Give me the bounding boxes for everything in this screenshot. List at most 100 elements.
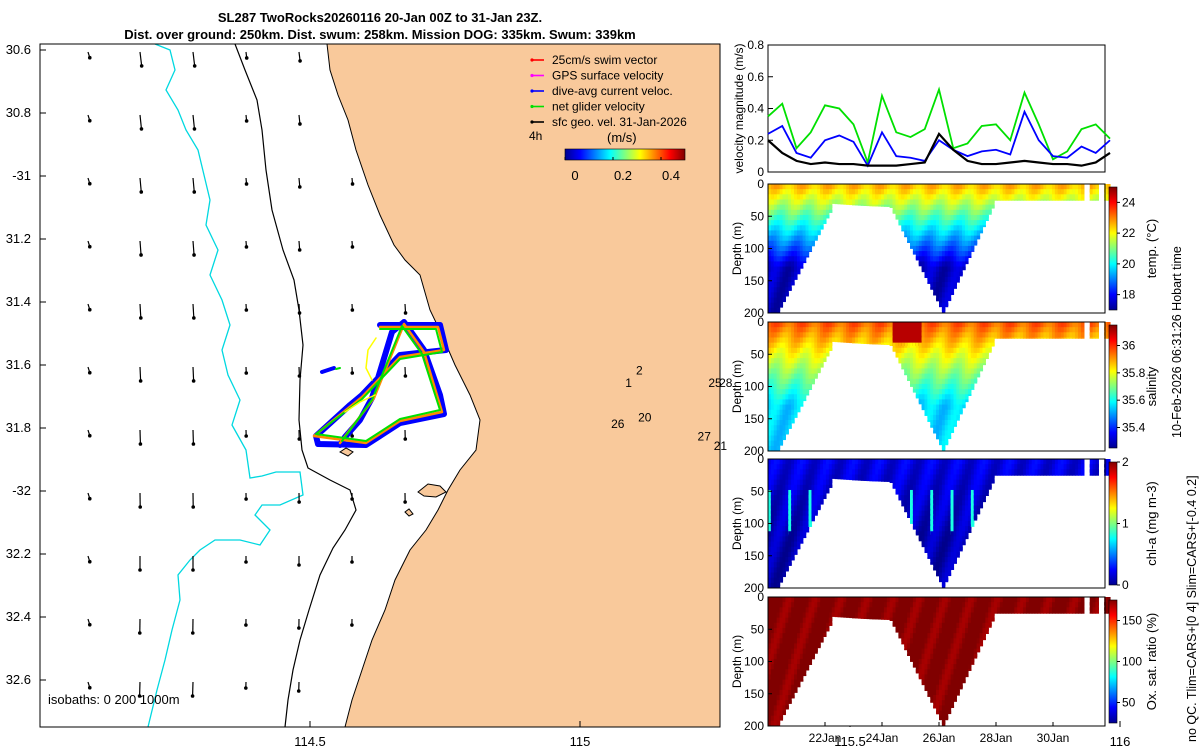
section-cell bbox=[941, 700, 946, 709]
section-cell bbox=[796, 378, 801, 388]
section-cell bbox=[805, 230, 810, 239]
section-cell bbox=[823, 204, 827, 214]
section-cell bbox=[973, 225, 978, 234]
section-cell bbox=[973, 515, 978, 521]
section-cell bbox=[979, 225, 984, 234]
section-cell bbox=[965, 368, 969, 377]
section-cell bbox=[910, 479, 914, 489]
section-cell bbox=[944, 689, 949, 699]
section-cell bbox=[869, 322, 873, 331]
section-cell bbox=[817, 358, 821, 367]
section-cell bbox=[1002, 332, 1007, 339]
section-cell bbox=[973, 352, 978, 362]
section-cell bbox=[776, 582, 781, 589]
section-cell bbox=[770, 622, 775, 632]
section-cell bbox=[912, 622, 917, 632]
section-cell bbox=[988, 484, 992, 490]
section-cell bbox=[956, 695, 960, 696]
section-cell bbox=[936, 489, 940, 499]
section-cell bbox=[953, 536, 957, 545]
section-cell bbox=[1008, 612, 1013, 614]
section-cell bbox=[799, 199, 804, 208]
section-cell bbox=[788, 664, 792, 673]
section-cell bbox=[950, 505, 955, 514]
section-cell bbox=[950, 500, 955, 509]
section-cell bbox=[953, 352, 957, 362]
section-cell bbox=[947, 495, 952, 504]
section-cell bbox=[776, 297, 781, 307]
section-cell bbox=[770, 322, 775, 331]
section-cell bbox=[985, 209, 989, 219]
section-cell bbox=[799, 245, 804, 255]
section-cell bbox=[947, 567, 952, 576]
section-cell bbox=[933, 276, 937, 286]
section-cell bbox=[869, 464, 873, 473]
section-cell bbox=[1031, 337, 1036, 339]
section-cell bbox=[768, 287, 772, 296]
section-cell bbox=[930, 261, 934, 270]
section-cell bbox=[944, 420, 949, 429]
section-cell bbox=[910, 347, 914, 357]
section-cell bbox=[773, 643, 778, 652]
section-cell bbox=[999, 199, 1004, 201]
section-cell bbox=[936, 368, 940, 377]
section-cell bbox=[1069, 474, 1073, 476]
section-cell bbox=[1095, 194, 1099, 201]
section-cell bbox=[967, 505, 972, 514]
section-cell bbox=[892, 332, 897, 341]
section-cell bbox=[811, 240, 815, 247]
section-cell bbox=[768, 225, 772, 234]
section-cell bbox=[779, 368, 784, 377]
section-cell bbox=[918, 184, 923, 193]
sfc-geo-vector bbox=[192, 240, 196, 257]
section-cell bbox=[988, 337, 992, 346]
section-cell bbox=[883, 612, 888, 620]
section-cell bbox=[956, 352, 960, 362]
section-cell bbox=[796, 607, 801, 616]
section-cell bbox=[1078, 199, 1082, 201]
section-cell bbox=[770, 307, 775, 314]
section-cell bbox=[907, 515, 911, 518]
section-cell bbox=[970, 474, 975, 483]
legend-entry: sfc geo. vel. 31-Jan-2026 bbox=[552, 115, 687, 129]
section-cell bbox=[823, 220, 827, 225]
section-cell bbox=[967, 352, 972, 362]
section-cell bbox=[921, 515, 926, 525]
section-cell bbox=[820, 332, 824, 341]
section-cell bbox=[857, 607, 862, 616]
section-cell bbox=[962, 669, 966, 678]
section-cell bbox=[1002, 199, 1007, 201]
section-cell bbox=[1049, 607, 1053, 614]
section-cell bbox=[939, 199, 943, 208]
section-cell bbox=[941, 638, 946, 647]
section-cell bbox=[814, 510, 818, 516]
section-cell bbox=[962, 679, 966, 684]
section-cell bbox=[1063, 199, 1068, 201]
section-cell bbox=[788, 220, 792, 229]
section-cell bbox=[936, 617, 940, 627]
section-cell bbox=[794, 627, 798, 637]
section-cell bbox=[939, 282, 943, 291]
section-cell bbox=[927, 194, 931, 203]
section-cell bbox=[959, 327, 963, 336]
section-cell bbox=[956, 510, 960, 520]
section-cell bbox=[904, 622, 908, 632]
section-cell bbox=[965, 484, 969, 494]
section-cell bbox=[831, 199, 836, 204]
section-cell bbox=[886, 327, 891, 336]
section-cell bbox=[901, 500, 905, 507]
section-cell bbox=[872, 597, 876, 606]
section-cell bbox=[878, 337, 882, 345]
section-cell bbox=[825, 347, 830, 357]
section-cell bbox=[970, 520, 975, 527]
section-cell bbox=[976, 368, 981, 377]
section-cell bbox=[921, 199, 926, 208]
section-cell bbox=[834, 597, 839, 606]
section-cell bbox=[930, 342, 934, 352]
section-cell bbox=[776, 337, 781, 346]
section-cell bbox=[863, 474, 868, 481]
section-cell bbox=[895, 327, 899, 336]
depth-axis-label: Depth (m) bbox=[730, 635, 744, 688]
section-cell bbox=[788, 337, 792, 346]
section-cell bbox=[768, 500, 772, 509]
